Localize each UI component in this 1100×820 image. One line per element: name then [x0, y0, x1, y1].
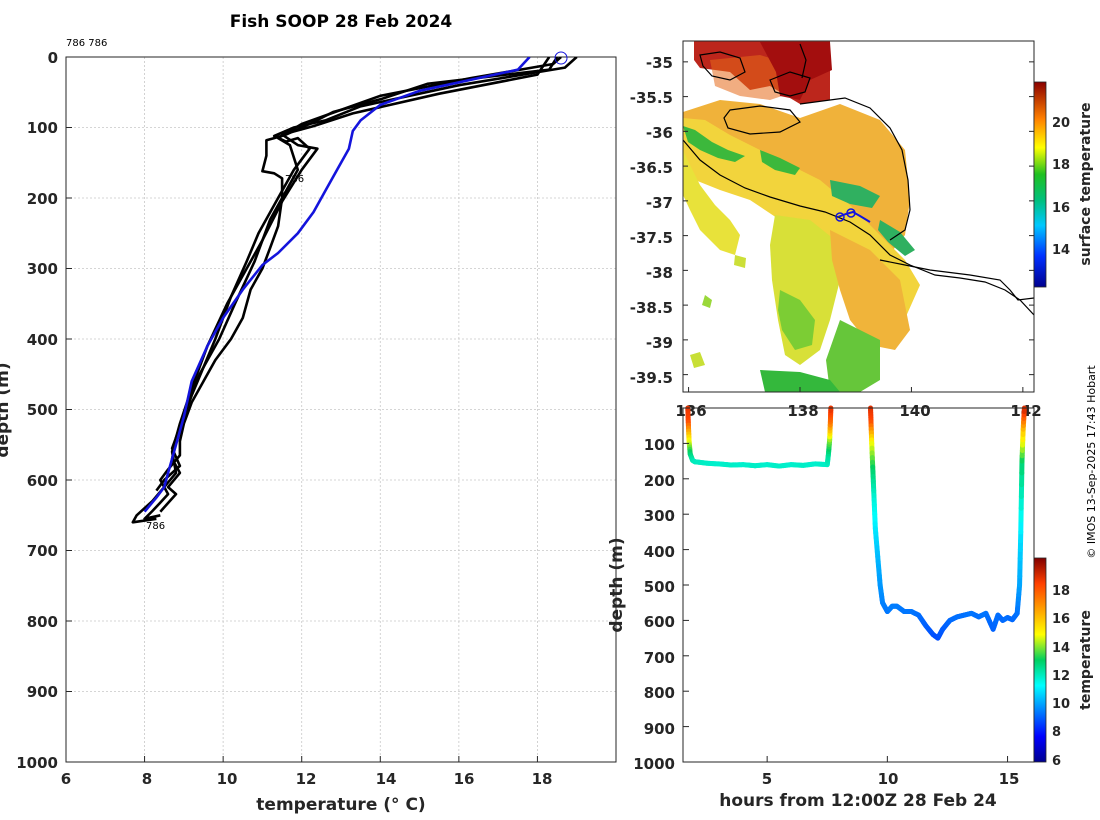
sst-heatmap	[683, 41, 920, 392]
surface-start-marker	[554, 51, 568, 65]
profile-3-line	[131, 57, 551, 524]
profile-ytick-label: 800	[27, 613, 58, 631]
depth-ytick-label: 900	[644, 720, 675, 738]
map-ytick-label: -37	[646, 194, 673, 212]
profile-ytick-label: 100	[27, 119, 58, 137]
temp-cbar-tick-label: 16	[1052, 612, 1070, 627]
sst-colorbar-bar	[1033, 81, 1047, 288]
ship-track	[835, 208, 871, 223]
depth-ytick-label: 600	[644, 613, 675, 631]
depth-ylabel: depth (m)	[607, 537, 627, 632]
depth-tick-marks	[683, 442, 1009, 763]
credit-text: © IMOS 13-Sep-2025 17:43 Hobart	[1085, 365, 1098, 559]
profile-series-group	[131, 57, 578, 524]
map-xtick-label: 140	[899, 402, 930, 420]
profile-1-line	[143, 57, 559, 521]
profile-ytick-label: 300	[27, 260, 58, 278]
profile-xtick-label: 14	[376, 770, 397, 788]
profile-grid	[65, 56, 616, 763]
depth-time-series-group	[685, 405, 1027, 641]
temp-cbar-tick-label: 18	[1052, 584, 1070, 599]
temp-cbar-tick-label: 6	[1052, 754, 1061, 769]
profile-ytick-label: 900	[27, 683, 58, 701]
depth-axes-box	[682, 407, 1035, 763]
profile-ytick-label: 600	[27, 472, 58, 490]
depth-xtick-label: 5	[762, 770, 772, 788]
depth-xlabel: hours from 12:00Z 28 Feb 24	[719, 791, 997, 811]
depth-time-panel: 100 200 300 400 500 600 700 800 900 1000…	[607, 405, 1094, 811]
sst-cbar-tick-label: 18	[1052, 158, 1070, 173]
profile-xtick-label: 6	[61, 770, 71, 788]
profile-ytick-label: 200	[27, 190, 58, 208]
profile-ytick-label: 0	[48, 49, 58, 67]
sst-map-panel: -35 -35.5 -36 -36.5 -37 -37.5 -38 -38.5 …	[630, 40, 1094, 420]
profile-annotation-1: 786	[285, 174, 304, 185]
map-xtick-label: 136	[675, 402, 706, 420]
depth-xtick-label: 15	[999, 770, 1020, 788]
map-ytick-label: -37.5	[630, 229, 673, 247]
profile-annotation-2: 786	[146, 521, 165, 532]
profile-xtick-label: 10	[217, 770, 238, 788]
map-ytick-label: -35	[646, 54, 673, 72]
map-ytick-label: -35.5	[630, 89, 673, 107]
sst-cbar-tick-label: 20	[1052, 116, 1070, 131]
profile-xtick-label: 18	[532, 770, 553, 788]
map-xtick-labels: 136 138 140 142	[675, 402, 1041, 420]
sst-colorbar: 14 16 18 20 surface temperature	[1033, 81, 1094, 288]
temperature-colorbar: 6 8 10 12 14 16 18 temperature	[1033, 557, 1094, 769]
map-ytick-label: -39.5	[630, 369, 673, 387]
temp-cbar-tick-label: 12	[1052, 669, 1070, 684]
depth-ytick-label: 1000	[633, 755, 675, 773]
temperature-colorbar-bar	[1033, 557, 1047, 763]
temp-cbar-tick-label: 10	[1052, 697, 1070, 712]
map-ytick-label: -38	[646, 264, 673, 282]
profile-xtick-label: 8	[142, 770, 152, 788]
profile-xtick-labels: 6 8 10 12 14 16 18	[61, 770, 553, 788]
profile-ytick-label: 500	[27, 401, 58, 419]
map-xtick-label: 138	[787, 402, 818, 420]
profile-4-line	[155, 57, 562, 492]
profile-xlabel: temperature (° C)	[256, 795, 425, 815]
profile-5-line	[143, 57, 531, 513]
depth-ytick-label: 700	[644, 649, 675, 667]
map-tick-marks	[683, 61, 1034, 392]
temp-cbar-label: temperature	[1078, 610, 1094, 710]
coastline	[683, 43, 1034, 316]
profile-tick-marks	[65, 56, 538, 763]
depth-ytick-label: 200	[644, 472, 675, 490]
map-ytick-labels: -35 -35.5 -36 -36.5 -37 -37.5 -38 -38.5 …	[630, 54, 673, 387]
profile-xtick-label: 16	[454, 770, 475, 788]
depth-ytick-label: 800	[644, 684, 675, 702]
depth-ytick-labels: 100 200 300 400 500 600 700 800 900 1000	[633, 436, 675, 773]
temp-cbar-tick-label: 8	[1052, 725, 1061, 740]
figure-title: Fish SOOP 28 Feb 2024	[230, 12, 453, 32]
map-ytick-label: -39	[646, 334, 673, 352]
sst-cbar-tick-label: 14	[1052, 243, 1070, 258]
probe-label: 786 786	[66, 38, 107, 49]
sst-cbar-label: surface temperature	[1078, 102, 1094, 265]
map-ytick-label: -36.5	[630, 159, 673, 177]
profile-xtick-label: 12	[296, 770, 317, 788]
depth-ytick-label: 300	[644, 507, 675, 525]
sst-map-content	[683, 41, 1034, 392]
profile-ytick-label: 1000	[16, 754, 58, 772]
depth-ytick-label: 400	[644, 543, 675, 561]
depth-ytick-label: 100	[644, 436, 675, 454]
sst-cbar-tick-label: 16	[1052, 201, 1070, 216]
profile-ytick-label: 400	[27, 331, 58, 349]
depth-xtick-labels: 5 10 15	[762, 770, 1020, 788]
temp-cbar-tick-label: 14	[1052, 641, 1070, 656]
profile-ytick-label: 700	[27, 542, 58, 560]
profile-ylabel: depth (m)	[0, 362, 13, 457]
depth-ytick-label: 500	[644, 578, 675, 596]
profile-panel: 786 786 0 100 200 300 400 500 600 700 80…	[0, 49, 617, 815]
map-ytick-label: -36	[646, 124, 673, 142]
profile-ytick-labels: 0 100 200 300 400 500 600 700 800 900 10…	[16, 49, 58, 772]
map-ytick-label: -38.5	[630, 299, 673, 317]
depth-xtick-label: 10	[878, 770, 899, 788]
